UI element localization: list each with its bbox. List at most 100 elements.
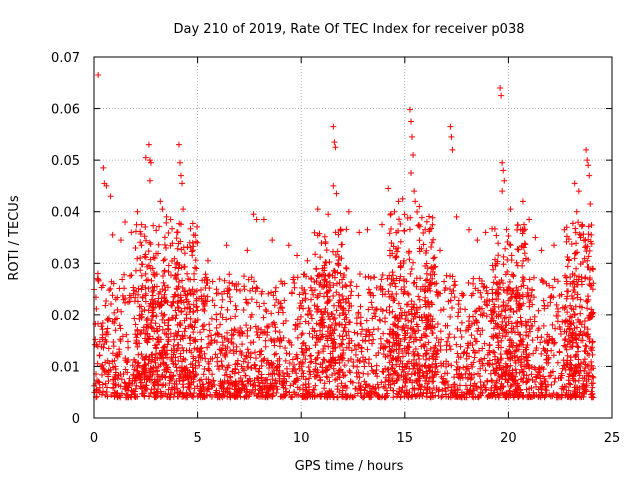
- data-point: [312, 342, 319, 349]
- data-point: [330, 282, 337, 289]
- data-point: [102, 302, 109, 309]
- data-point: [536, 392, 543, 399]
- data-point: [405, 308, 412, 315]
- data-point: [453, 371, 460, 378]
- data-point: [366, 388, 373, 395]
- data-point: [335, 262, 342, 269]
- data-point: [336, 389, 343, 396]
- data-point: [230, 392, 237, 399]
- data-point: [294, 355, 301, 362]
- data-point: [297, 300, 304, 307]
- data-point: [261, 300, 268, 307]
- data-point: [136, 303, 143, 310]
- data-point: [471, 354, 478, 361]
- data-point: [430, 350, 437, 357]
- data-point: [171, 346, 178, 353]
- data-point: [437, 247, 444, 254]
- data-point: [133, 288, 140, 295]
- data-point: [426, 322, 433, 329]
- data-point: [258, 375, 265, 382]
- data-point: [250, 211, 257, 218]
- data-point: [392, 283, 399, 290]
- data-point: [286, 360, 293, 367]
- data-point: [393, 346, 400, 353]
- data-point: [296, 386, 303, 393]
- data-point: [109, 350, 116, 357]
- data-point: [120, 371, 127, 378]
- data-point: [219, 363, 226, 370]
- data-point: [416, 314, 423, 321]
- data-point: [164, 364, 171, 371]
- data-point: [315, 335, 322, 342]
- data-point: [370, 274, 377, 281]
- data-point: [361, 387, 368, 394]
- data-point: [535, 307, 542, 314]
- data-point: [276, 367, 283, 374]
- data-point: [343, 385, 350, 392]
- data-point: [502, 271, 509, 278]
- data-point: [343, 283, 350, 290]
- data-point: [559, 365, 566, 372]
- data-point: [575, 219, 582, 226]
- data-point: [293, 351, 300, 358]
- data-point: [313, 320, 320, 327]
- data-point: [94, 343, 101, 350]
- data-point: [390, 347, 397, 354]
- data-point: [388, 293, 395, 300]
- data-point: [559, 304, 566, 311]
- data-point: [444, 370, 451, 377]
- data-point: [269, 376, 276, 383]
- data-point: [244, 332, 251, 339]
- data-point: [474, 237, 481, 244]
- data-point: [299, 359, 306, 366]
- data-point: [521, 221, 528, 228]
- data-point: [187, 305, 194, 312]
- data-point: [564, 263, 571, 270]
- data-point: [495, 296, 502, 303]
- data-point: [174, 385, 181, 392]
- data-point: [458, 393, 465, 400]
- data-point: [401, 309, 408, 316]
- data-point: [192, 372, 199, 379]
- data-point: [408, 371, 415, 378]
- data-point: [588, 221, 595, 228]
- data-point: [165, 386, 172, 393]
- x-axis-label: GPS time / hours: [295, 459, 404, 474]
- data-point: [317, 327, 324, 334]
- data-point: [389, 269, 396, 276]
- data-point: [144, 276, 151, 283]
- data-point: [379, 221, 386, 228]
- data-point: [174, 332, 181, 339]
- data-point: [148, 317, 155, 324]
- data-point: [561, 305, 568, 312]
- data-point: [446, 331, 453, 338]
- data-point: [457, 327, 464, 334]
- data-point: [554, 312, 561, 319]
- data-point: [178, 308, 185, 315]
- data-point: [368, 299, 375, 306]
- data-point: [442, 378, 449, 385]
- data-point: [540, 345, 547, 352]
- data-point: [515, 287, 522, 294]
- data-point: [384, 352, 391, 359]
- data-point: [112, 363, 119, 370]
- data-point: [399, 195, 406, 202]
- data-point: [447, 313, 454, 320]
- data-point: [451, 334, 458, 341]
- data-point: [291, 361, 298, 368]
- data-point: [423, 270, 430, 277]
- data-point: [326, 363, 333, 370]
- data-point: [203, 274, 210, 281]
- data-point: [122, 295, 129, 302]
- data-point: [332, 251, 339, 258]
- data-point: [125, 344, 132, 351]
- data-point: [170, 342, 177, 349]
- data-point: [459, 374, 466, 381]
- data-point: [176, 220, 183, 227]
- data-point: [569, 220, 576, 227]
- data-point: [394, 248, 401, 255]
- data-point: [355, 341, 362, 348]
- data-point: [261, 328, 268, 335]
- data-point: [179, 358, 186, 365]
- data-point: [151, 255, 158, 262]
